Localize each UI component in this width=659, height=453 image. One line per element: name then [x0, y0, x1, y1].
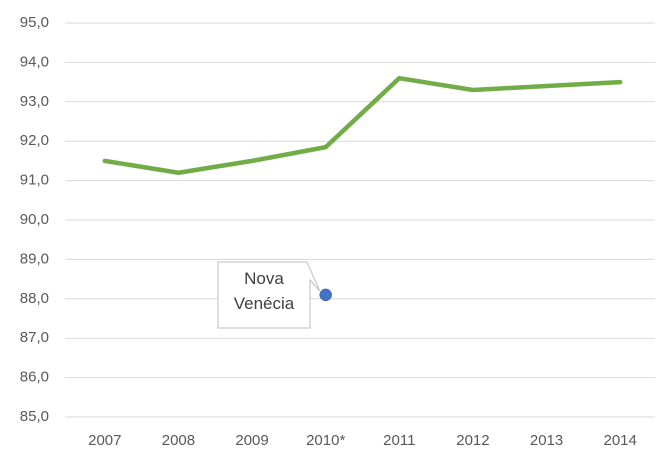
- y-tick-label: 90,0: [20, 211, 49, 228]
- y-tick-label: 91,0: [20, 172, 49, 189]
- x-tick-label: 2012: [456, 432, 489, 449]
- x-tick-label: 2008: [162, 432, 195, 449]
- x-tick-label: 2011: [383, 432, 415, 449]
- point: [319, 288, 332, 302]
- line: [102, 75, 623, 175]
- x-tick-label: 2013: [530, 432, 563, 449]
- x-tick-label: 2007: [88, 432, 121, 449]
- y-tick-label: 88,0: [20, 290, 49, 307]
- y-tick-label: 85,0: [20, 408, 49, 425]
- y-tick-label: 93,0: [20, 93, 49, 110]
- y-tick-label: 89,0: [20, 250, 49, 267]
- y-tick-label: 86,0: [20, 369, 49, 386]
- x-tick-label: 2010*: [306, 432, 345, 449]
- x-tick-label: 2014: [604, 432, 637, 449]
- y-tick-label: 95,0: [20, 14, 49, 31]
- x-tick-label: 2009: [235, 432, 268, 449]
- callout-box: [217, 261, 321, 329]
- y-tick-label: 92,0: [20, 132, 49, 149]
- y-tick-label: 87,0: [20, 329, 49, 346]
- y-tick-label: 94,0: [20, 53, 49, 70]
- annotation-label: Nova Venécia: [233, 269, 295, 313]
